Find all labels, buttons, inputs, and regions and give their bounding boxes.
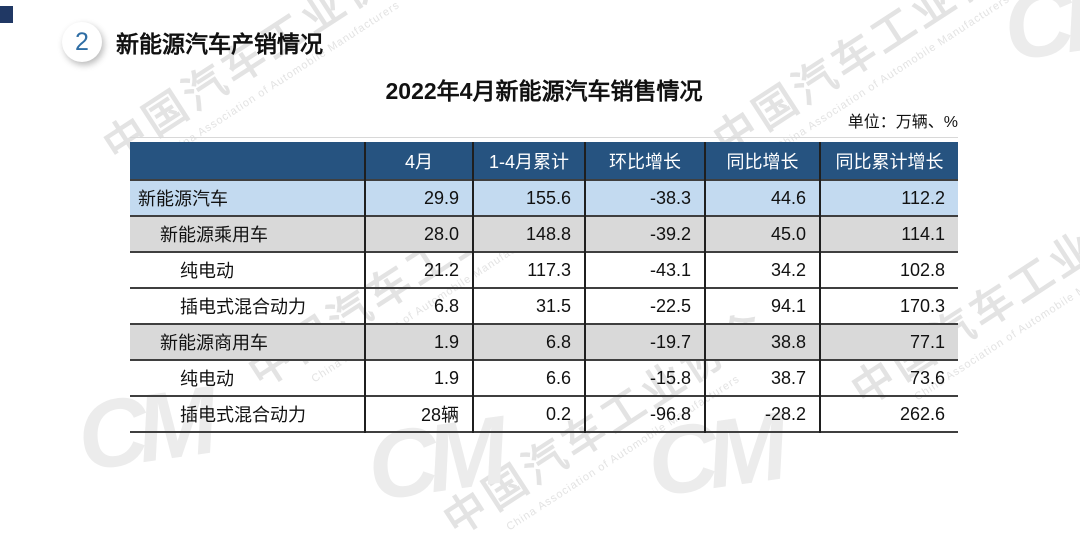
section-header: 2 新能源汽车产销情况	[62, 22, 323, 62]
row-label: 新能源商用车	[130, 324, 365, 360]
page-title: 2022年4月新能源汽车销售情况	[385, 78, 703, 104]
cell-value: -19.7	[584, 324, 705, 360]
sales-table: 4月 1-4月累计 环比增长 同比增长 同比累计增长 新能源汽车 29.9 155.6 -38…	[130, 142, 958, 433]
cell-value: 6.8	[364, 288, 473, 324]
table-row: 新能源乘用车 28.0 148.8 -39.2 45.0 114.1	[130, 216, 958, 252]
cell-value: 44.6	[704, 180, 820, 216]
table-row: 插电式混合动力 28辆 0.2 -96.8 -28.2 262.6	[130, 396, 958, 432]
section-number: 2	[75, 27, 89, 56]
cell-value: 1.9	[364, 360, 473, 396]
cell-value: 155.6	[472, 180, 585, 216]
cell-value: 38.7	[704, 360, 820, 396]
cell-value: 94.1	[704, 288, 820, 324]
slide-content: 2 新能源汽车产销情况 2022年4月新能源汽车销售情况 单位：万辆、% 4月 1…	[0, 6, 958, 433]
row-label: 新能源乘用车	[130, 216, 365, 252]
cell-value: 6.6	[472, 360, 585, 396]
table-header-row: 4月 1-4月累计 环比增长 同比增长 同比累计增长	[130, 142, 958, 180]
cell-value: 114.1	[819, 216, 958, 252]
cell-value: 262.6	[819, 396, 958, 432]
divider-line	[130, 137, 958, 138]
column-header: 1-4月累计	[472, 142, 585, 180]
section-title: 新能源汽车产销情况	[116, 31, 323, 57]
cell-value: 0.2	[472, 396, 585, 432]
column-header	[130, 142, 365, 180]
cell-value: 73.6	[819, 360, 958, 396]
table-row: 新能源汽车 29.9 155.6 -38.3 44.6 112.2	[130, 180, 958, 216]
cell-value: 38.8	[704, 324, 820, 360]
row-label: 插电式混合动力	[180, 297, 306, 317]
row-label: 纯电动	[180, 369, 234, 389]
corner-accent-square	[0, 6, 13, 23]
cell-value: 102.8	[819, 252, 958, 288]
row-label: 纯电动	[180, 261, 234, 281]
cell-value: -28.2	[704, 396, 820, 432]
table-row: 纯电动 1.9 6.6 -15.8 38.7 73.6	[130, 360, 958, 396]
cell-value: 28.0	[364, 216, 473, 252]
cell-value: -43.1	[584, 252, 705, 288]
cell-value: 34.2	[704, 252, 820, 288]
cell-value: 77.1	[819, 324, 958, 360]
cell-value: 31.5	[472, 288, 585, 324]
column-header: 同比增长	[704, 142, 820, 180]
table-body: 新能源汽车 29.9 155.6 -38.3 44.6 112.2 新能源乘用车 28.0 14…	[130, 180, 958, 432]
table-row: 插电式混合动力 6.8 31.5 -22.5 94.1 170.3	[130, 288, 958, 324]
cell-value: 117.3	[472, 252, 585, 288]
sales-table-wrapper: 4月 1-4月累计 环比增长 同比增长 同比累计增长 新能源汽车 29.9 155.6 -38…	[130, 142, 958, 433]
cell-value: 1.9	[364, 324, 473, 360]
table-row: 新能源商用车 1.9 6.8 -19.7 38.8 77.1	[130, 324, 958, 360]
cell-value: 112.2	[819, 180, 958, 216]
cell-value: 28辆	[364, 396, 473, 432]
cell-value: 21.2	[364, 252, 473, 288]
cell-value: -38.3	[584, 180, 705, 216]
row-label: 插电式混合动力	[180, 405, 306, 425]
cell-value: 170.3	[819, 288, 958, 324]
cell-value: -39.2	[584, 216, 705, 252]
cell-value: 29.9	[364, 180, 473, 216]
row-label: 新能源汽车	[130, 180, 365, 216]
column-header: 环比增长	[584, 142, 705, 180]
cell-value: 6.8	[472, 324, 585, 360]
column-header: 4月	[364, 142, 473, 180]
unit-note: 单位：万辆、%	[847, 114, 958, 131]
cell-value: 148.8	[472, 216, 585, 252]
cell-value: 45.0	[704, 216, 820, 252]
cell-value: -96.8	[584, 396, 705, 432]
cell-value: -15.8	[584, 360, 705, 396]
section-number-badge: 2	[62, 22, 102, 62]
table-row: 纯电动 21.2 117.3 -43.1 34.2 102.8	[130, 252, 958, 288]
column-header: 同比累计增长	[819, 142, 958, 180]
cell-value: -22.5	[584, 288, 705, 324]
